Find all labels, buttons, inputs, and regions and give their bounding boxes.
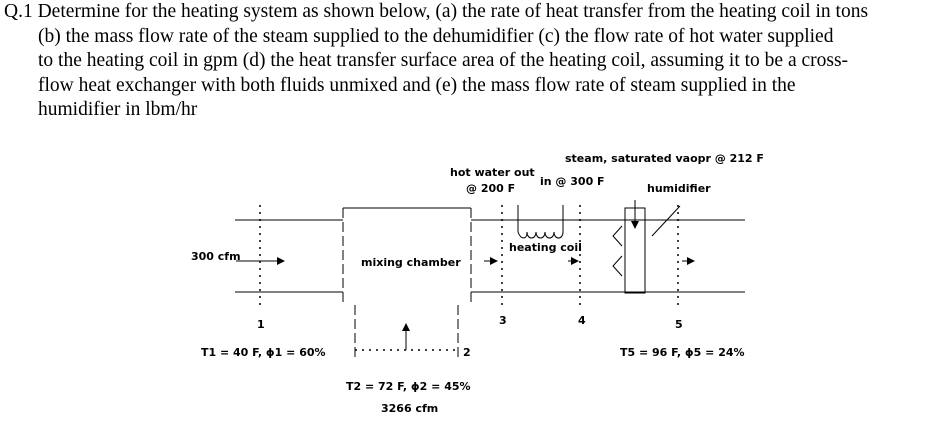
question-line: to the heating coil in gpm (d) the heat … xyxy=(38,50,849,71)
label: 3 xyxy=(499,314,507,327)
question-line: humidifier in lbm/hr xyxy=(38,99,198,120)
label: mixing chamber xyxy=(361,256,461,269)
label: 5 xyxy=(675,318,683,331)
label: T1 = 40 F, ϕ1 = 60% xyxy=(201,346,326,359)
label: humidifier xyxy=(647,182,711,195)
label: 300 cfm xyxy=(191,250,241,263)
question-line: Q.1 Determine for the heating system as … xyxy=(4,1,869,22)
label: 1 xyxy=(257,318,265,331)
heating-coil xyxy=(517,205,564,239)
duct xyxy=(235,207,745,358)
label: 2 xyxy=(463,346,471,359)
question-line: flow heat exchanger with both fluids unm… xyxy=(38,74,796,96)
label: T5 = 96 F, ϕ5 = 24% xyxy=(620,346,745,359)
label: hot water out xyxy=(450,166,535,179)
question: Q.1 Determine for the heating system as … xyxy=(4,0,868,123)
label: 3266 cfm xyxy=(381,402,438,415)
label: steam, saturated vaopr @ 212 F xyxy=(565,152,764,165)
label: heating coil xyxy=(509,241,582,254)
label: 4 xyxy=(578,314,586,327)
stations xyxy=(236,205,695,305)
label: in @ 300 F xyxy=(540,175,605,188)
humidifier-unit xyxy=(612,200,681,294)
label: T2 = 72 F, ϕ2 = 45% xyxy=(346,380,471,393)
label: @ 200 F xyxy=(466,182,515,195)
question-line: (b) the mass flow rate of the steam supp… xyxy=(38,25,834,47)
